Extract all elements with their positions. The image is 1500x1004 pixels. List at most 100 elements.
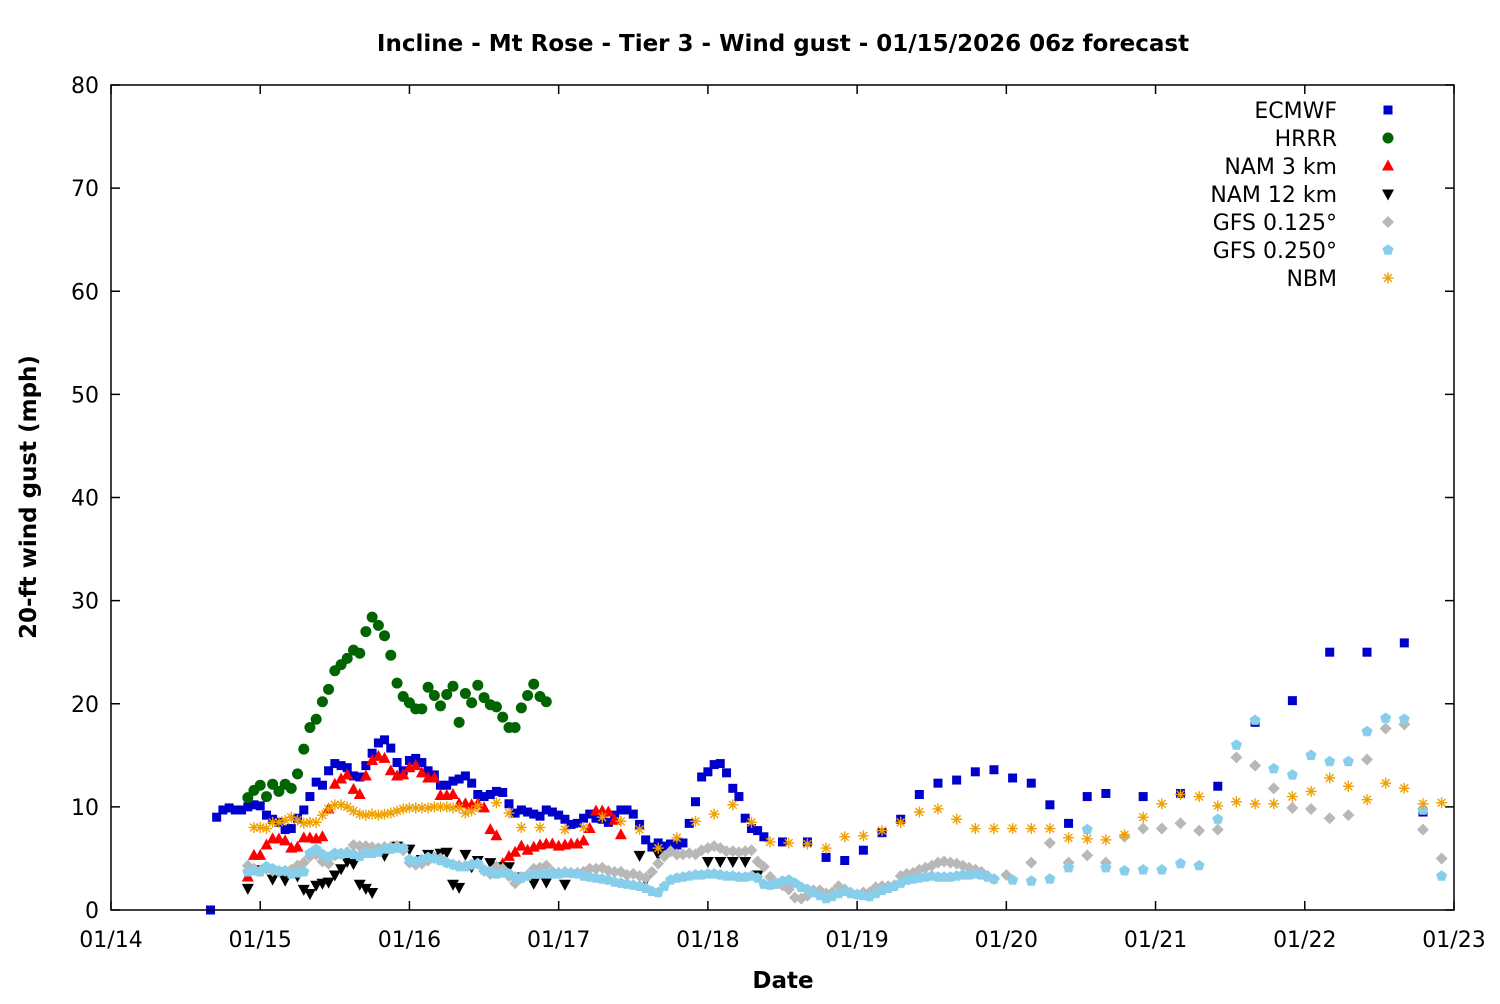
nbm-point <box>690 815 702 827</box>
gfs-0-125-point <box>1137 822 1150 835</box>
nbm-point <box>329 799 341 811</box>
gfs-0-250-point <box>1361 725 1373 737</box>
nbm-point <box>932 803 944 815</box>
ecmwf-point <box>1325 647 1335 657</box>
gfs-0-125-point <box>1155 822 1168 835</box>
ecmwf-point <box>529 809 539 819</box>
ecmwf-point <box>1287 696 1297 706</box>
ecmwf-point <box>423 766 433 776</box>
gfs-0-250-point <box>1119 865 1130 876</box>
nbm-point <box>453 802 465 814</box>
gfs-0-125-point <box>720 845 733 858</box>
ecmwf-point <box>659 841 669 851</box>
x-tick-label: 01/17 <box>527 928 590 953</box>
ecmwf-point <box>603 817 613 827</box>
ecmwf-point <box>218 805 228 815</box>
nbm-point <box>1324 772 1336 784</box>
ecmwf-point <box>722 768 732 778</box>
hrrr-point <box>472 679 484 691</box>
hrrr-point <box>391 677 403 689</box>
nam-12-km-point <box>739 857 752 869</box>
hrrr-point <box>466 697 478 709</box>
nam-3-km-point <box>447 788 460 799</box>
ecmwf-point <box>703 767 713 777</box>
hrrr-point <box>422 681 434 693</box>
gfs-0-125-point <box>1305 802 1318 815</box>
ecmwf-point <box>778 837 787 847</box>
x-tick-label: 01/15 <box>229 928 292 953</box>
series-gfs-0-250 <box>242 712 1448 904</box>
nbm-point <box>1025 823 1037 835</box>
ecmwf-point <box>361 761 371 771</box>
y-tick-label: 0 <box>85 899 99 924</box>
ecmwf-point <box>970 767 980 777</box>
nbm-point <box>1230 796 1242 808</box>
nam-12-km-point <box>484 858 497 870</box>
hrrr-point <box>316 696 328 708</box>
nbm-point <box>783 837 795 849</box>
axis-ticks: 0 10 20 30 40 50 60 70 80 01/14 01/15 01/16 01/17 01/… <box>71 74 1486 953</box>
nbm-point <box>379 808 391 820</box>
nbm-point <box>1063 832 1075 844</box>
series-gfs-0-125 <box>241 718 1448 905</box>
nbm-point <box>310 816 322 828</box>
nbm-point <box>820 842 832 854</box>
hrrr-point <box>366 611 378 623</box>
ecmwf-point <box>299 805 309 815</box>
nbm-point <box>596 811 608 823</box>
y-tick-label: 80 <box>71 74 99 99</box>
hrrr-point <box>428 690 440 701</box>
hrrr-point <box>515 702 527 714</box>
hrrr-point <box>497 711 509 723</box>
gfs-0-125-point <box>1267 782 1280 795</box>
gfs-0-125-point <box>1435 852 1448 865</box>
gfs-0-125-point <box>1249 759 1262 772</box>
ecmwf-point <box>641 835 651 845</box>
nam-12-km-point <box>502 862 515 874</box>
nam-3-km-point <box>608 813 621 825</box>
gfs-0-125-point <box>1416 823 1429 836</box>
gfs-0-125-point <box>297 856 310 869</box>
nbm-point <box>323 803 335 815</box>
y-tick-label: 40 <box>71 487 99 512</box>
nam-12-km-point <box>303 889 316 900</box>
ecmwf-point <box>585 809 595 819</box>
gfs-0-250-point <box>1063 861 1075 873</box>
nam-3-km-point <box>279 834 292 846</box>
ecmwf-point <box>666 839 676 849</box>
y-tick-label: 20 <box>71 693 99 718</box>
nbm-point <box>341 801 353 813</box>
nam-3-km-point <box>614 828 627 840</box>
ecmwf-point <box>1138 792 1148 802</box>
nbm-point <box>652 842 664 854</box>
nam-12-km-point <box>459 849 472 861</box>
nbm-point <box>895 816 907 828</box>
legend-label-ecmwf: ECMWF <box>1254 99 1337 124</box>
legend-marker-gfs-0-125 <box>1382 216 1394 228</box>
nam-12-km-point <box>347 859 360 871</box>
ecmwf-point <box>715 759 725 769</box>
nbm-point <box>615 815 627 827</box>
ecmwf-point <box>1082 792 1092 802</box>
gfs-0-250-point <box>1398 713 1410 724</box>
hrrr-point <box>273 785 285 797</box>
gfs-0-125-point <box>1025 856 1038 869</box>
hrrr-point <box>242 792 254 804</box>
nam-3-km-point <box>328 777 341 789</box>
gfs-0-250-point <box>1436 870 1448 881</box>
gfs-0-250-point <box>1156 864 1168 875</box>
gfs-0-125-point <box>645 865 658 878</box>
ecmwf-point <box>753 826 763 836</box>
ecmwf-point <box>1399 638 1409 648</box>
hrrr-point <box>453 716 465 728</box>
nbm-point <box>534 822 546 833</box>
ecmwf-point <box>566 819 576 829</box>
series-ecmwf <box>206 638 1428 915</box>
gfs-0-125-point <box>1361 753 1374 766</box>
legend-marker-nam-3-km <box>1382 159 1394 171</box>
hrrr-point <box>379 630 391 642</box>
nbm-point <box>1100 834 1112 846</box>
gfs-0-250-point <box>1044 873 1056 884</box>
gfs-0-250-point <box>1007 874 1019 885</box>
